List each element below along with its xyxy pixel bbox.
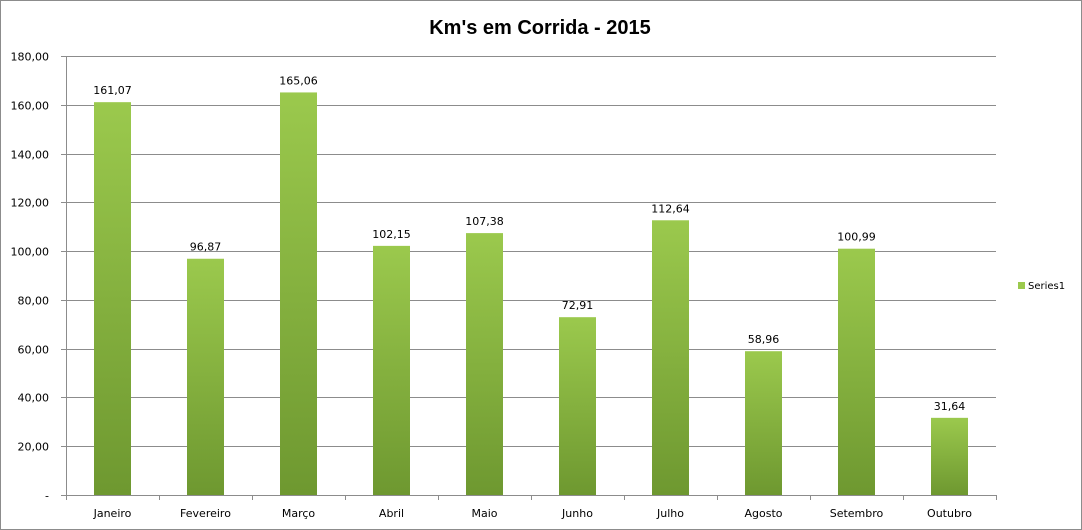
data-label: 72,91 [562, 299, 594, 312]
x-category-label: Outubro [927, 507, 972, 520]
bar-outubro [931, 417, 968, 495]
x-category-label: Agosto [744, 507, 782, 520]
x-category-label: Março [282, 507, 316, 520]
bar-abril [373, 245, 410, 495]
data-label: 100,99 [837, 231, 876, 244]
data-label: 107,38 [465, 215, 504, 228]
x-category-label: Setembro [830, 507, 884, 520]
y-tick-label: 80,00 [18, 295, 50, 308]
bars-layer [94, 92, 968, 496]
y-tick-label: 120,00 [11, 197, 50, 210]
data-label: 102,15 [372, 228, 411, 241]
y-tick-label: 180,00 [11, 51, 50, 64]
data-label: 165,06 [279, 74, 318, 87]
bar-janeiro [94, 102, 131, 496]
x-category-label: Julho [656, 507, 684, 520]
data-label: 31,64 [934, 400, 966, 413]
x-category-label: Maio [471, 507, 497, 520]
legend: Series1 [1018, 281, 1065, 292]
bar-maio [466, 233, 503, 495]
legend-swatch [1018, 282, 1025, 289]
y-tick-label: 60,00 [18, 344, 50, 357]
bar-agosto [745, 351, 782, 495]
y-tick-label: 160,00 [11, 100, 50, 113]
x-category-label: Abril [379, 507, 404, 520]
legend-label-series1: Series1 [1028, 281, 1065, 292]
chart-title: Km's em Corrida - 2015 [429, 17, 651, 39]
bar-setembro [838, 248, 875, 495]
y-tick-label: 140,00 [11, 149, 50, 162]
bar-fevereiro [187, 258, 224, 495]
x-category-label: Janeiro [93, 507, 132, 520]
data-label: 58,96 [748, 333, 780, 346]
data-label: 161,07 [93, 84, 132, 97]
bar-junho [559, 317, 596, 495]
bar-março [280, 92, 317, 495]
labels-layer: - 20,00 40,00 60,00 80,00 100,00 120,00 140,00 1… [11, 51, 973, 521]
y-tick-label: 100,00 [11, 246, 50, 259]
data-label: 96,87 [190, 241, 222, 254]
x-category-label: Junho [561, 507, 593, 520]
data-label: 112,64 [651, 202, 690, 215]
bar-julho [652, 220, 689, 495]
y-tick-label: 40,00 [18, 392, 50, 405]
x-category-label: Fevereiro [180, 507, 231, 520]
y-tick-label: - [45, 490, 49, 503]
y-tick-label: 20,00 [18, 441, 50, 454]
